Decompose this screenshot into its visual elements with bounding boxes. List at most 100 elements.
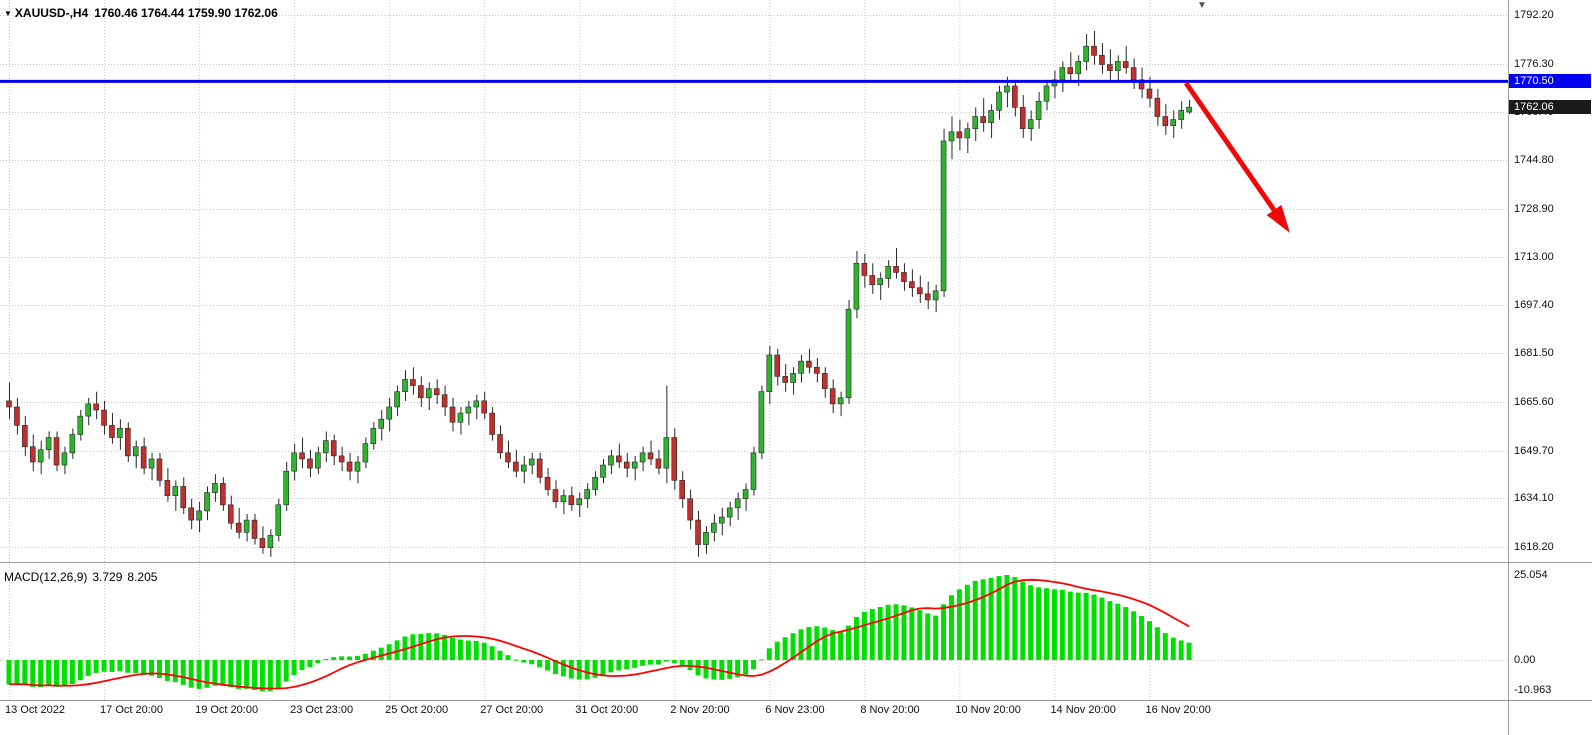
candle-bearish [1091, 45, 1097, 56]
candle-bullish [798, 360, 804, 374]
candle-bearish [1138, 79, 1145, 90]
candle-bullish [726, 507, 733, 518]
macd-histogram-bar [6, 660, 12, 685]
macd-histogram-bar [252, 660, 258, 690]
candle-bullish [283, 470, 290, 506]
macd-histogram-bar [172, 660, 178, 683]
candle-bearish [29, 446, 36, 463]
candle-bullish [1186, 106, 1192, 113]
time-axis[interactable]: 13 Oct 2022 17 Oct 20:00 19 Oct 20:00 23 Oc… [0, 700, 1592, 735]
macd-signal-value-text: 8.205 [127, 570, 158, 584]
candle-bullish [1027, 119, 1034, 130]
macd-histogram-bar [735, 660, 741, 678]
macd-histogram-bar [331, 657, 337, 660]
macd-histogram-bar [592, 660, 598, 678]
macd-histogram-bar [1115, 603, 1121, 660]
macd-histogram-bar [450, 637, 456, 660]
trend-arrow-line[interactable] [1183, 81, 1277, 212]
macd-histogram-bar [853, 616, 859, 660]
macd-histogram-bar [442, 634, 448, 660]
macd-histogram-bar [1146, 621, 1152, 660]
macd-histogram-bar [640, 660, 646, 666]
macd-histogram-bar [77, 660, 83, 681]
macd-histogram-bar [22, 660, 28, 685]
macd-histogram-bar [972, 580, 978, 660]
candle-bullish [148, 458, 155, 469]
macd-histogram-bar [822, 627, 828, 660]
candle-bearish [1099, 55, 1105, 65]
symbol-expand-icon[interactable]: ▼ [4, 9, 12, 18]
candle-bearish [410, 379, 416, 386]
macd-histogram-bar [663, 660, 669, 662]
candle-bullish [972, 116, 979, 130]
candle-bearish [647, 452, 654, 460]
macd-histogram-bar [362, 653, 368, 660]
macd-histogram-bar [885, 604, 891, 660]
macd-histogram-bar [125, 660, 131, 673]
macd-histogram-bar [1067, 591, 1073, 660]
candle-bearish [1107, 64, 1113, 71]
candle-bullish [37, 449, 44, 463]
macd-histogram-bar [877, 606, 883, 660]
macd-histogram-bar [703, 660, 709, 679]
candle-bearish [568, 495, 575, 506]
candle-bearish [893, 266, 899, 273]
macd-histogram-bar [988, 577, 994, 660]
time-axis-label: 16 Nov 20:00 [1145, 704, 1211, 716]
candle-bullish [196, 510, 202, 521]
trend-arrow-head[interactable] [1266, 204, 1290, 233]
macd-histogram-bar [861, 611, 867, 660]
candle-bearish [140, 446, 147, 469]
candle-bullish [1170, 119, 1177, 126]
macd-histogram-bar [1004, 575, 1010, 660]
candle-bullish [932, 290, 939, 301]
macd-histogram-bar [964, 584, 970, 660]
candle-bearish [481, 400, 488, 414]
macd-histogram-bar [1044, 588, 1050, 660]
macd-histogram-bar [1020, 581, 1026, 660]
candle-bearish [821, 373, 828, 389]
macd-axis-label: 0.00 [1514, 654, 1536, 666]
macd-axis-label: -10.963 [1514, 684, 1552, 696]
time-axis-label: 10 Nov 20:00 [955, 704, 1021, 716]
candle-bearish [806, 360, 812, 368]
macd-histogram-bar [568, 660, 574, 679]
candle-bearish [552, 489, 559, 503]
candle-bearish [180, 486, 187, 509]
candle-bearish [489, 412, 495, 435]
price-axis-label: 1618.20 [1514, 541, 1554, 553]
candle-bearish [164, 480, 171, 496]
candle-bearish [505, 452, 511, 463]
candle-bearish [93, 403, 99, 411]
candle-bearish [1154, 97, 1161, 117]
macd-histogram-bar [46, 660, 52, 686]
candle-bearish [1019, 107, 1026, 130]
macd-histogram-bar [648, 660, 654, 665]
candle-bullish [473, 400, 480, 408]
candle-bullish [291, 452, 297, 472]
macd-histogram-bar [1170, 637, 1176, 660]
candle-bearish [22, 425, 28, 448]
candle-bearish [433, 388, 440, 396]
candle-bullish [1035, 100, 1042, 120]
candle-bullish [718, 516, 725, 524]
candle-bearish [449, 406, 456, 423]
macd-histogram-bar [719, 660, 725, 680]
candle-bullish [520, 464, 527, 472]
macd-histogram-bar [956, 589, 962, 660]
candle-bullish [69, 434, 76, 454]
candle-bearish [227, 504, 234, 524]
candle-bullish [370, 428, 377, 444]
chart-shift-icon[interactable]: ▼ [1197, 0, 1207, 11]
candle-bearish [695, 519, 701, 545]
macd-histogram-bar [61, 660, 67, 687]
macd-histogram-bar [1154, 627, 1160, 660]
time-axis-label: 14 Nov 20:00 [1050, 704, 1116, 716]
candle-bearish [956, 131, 963, 139]
candle-bearish [1146, 88, 1153, 99]
candle-bearish [909, 281, 915, 289]
candle-bullish [1004, 85, 1010, 93]
candle-bullish [1083, 45, 1089, 62]
price-axis-label: 1744.80 [1514, 153, 1554, 166]
